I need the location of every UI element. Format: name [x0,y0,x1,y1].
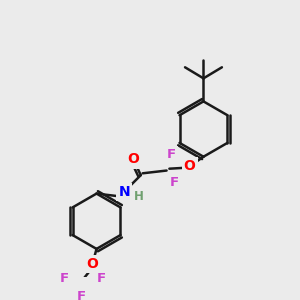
Text: O: O [86,257,98,271]
Text: O: O [128,152,139,167]
Text: O: O [184,159,196,173]
Text: F: F [97,272,106,285]
Text: H: H [134,190,144,203]
Text: F: F [167,148,176,161]
Text: F: F [169,176,178,189]
Text: F: F [60,272,69,285]
Text: N: N [118,185,130,199]
Text: F: F [76,290,86,300]
